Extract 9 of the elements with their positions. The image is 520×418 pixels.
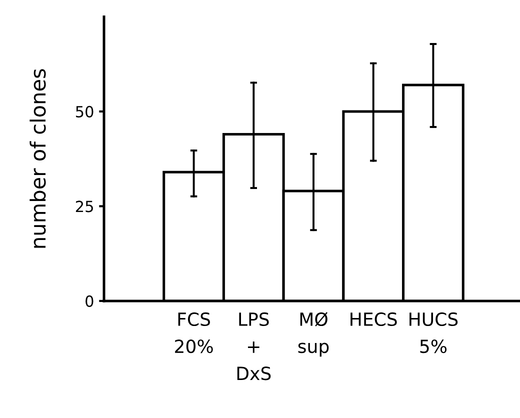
x-tick-label: FCS 20% [175, 312, 213, 354]
y-tick-label: 50 [76, 106, 94, 118]
x-tick-label: MØ sup [298, 312, 329, 357]
x-tick-label: LPS + DxS [237, 312, 271, 380]
x-tick-label: HUCS 5% [410, 312, 458, 354]
y-axis-title: number of clones [30, 69, 46, 248]
y-tick-label: 0 [86, 295, 94, 307]
x-tick-label: HECS [350, 312, 397, 326]
y-tick-label: 25 [76, 200, 93, 212]
